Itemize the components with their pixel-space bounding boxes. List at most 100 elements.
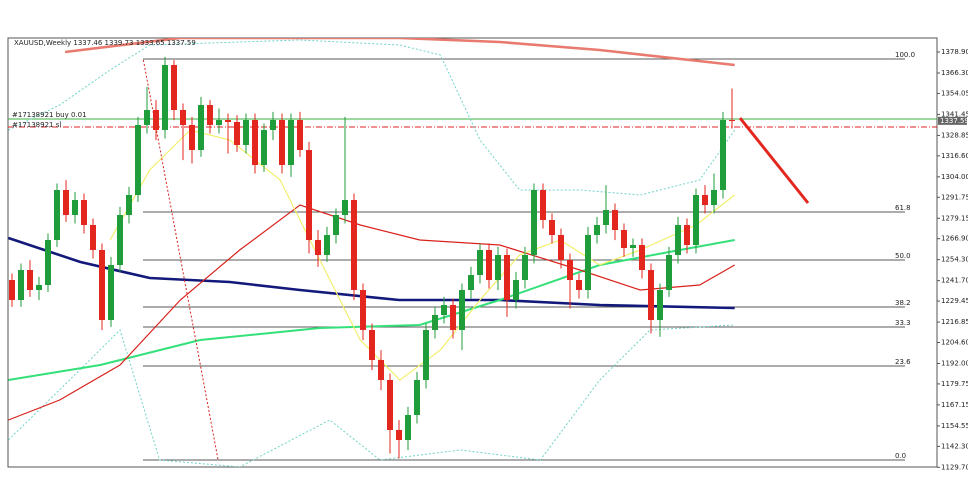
candle-body [270,120,276,130]
candle-body [54,190,60,240]
fib-label: 33.3 [895,319,911,327]
candle-body [81,200,87,225]
candle-body [153,110,159,130]
candle-body [36,285,42,290]
candle-body [639,245,645,270]
candle-body [405,415,411,440]
candle-body [198,105,204,150]
candle-body [126,195,132,215]
candle-body [216,120,222,125]
candle-body [486,250,492,280]
moving-average [8,204,735,421]
candle-body [585,235,591,290]
candle-body [549,220,555,235]
candle-body [504,255,510,300]
candle-body [558,235,564,260]
order-label: #17138921 sl [12,121,61,129]
candle-body [162,65,168,130]
candle-body [477,250,483,275]
y-tick-label: 1366.30 [941,69,968,77]
candle-body [63,190,69,215]
moving-average [8,324,735,467]
candle-body [45,240,51,285]
y-tick-label: 1204.60 [941,339,968,347]
candle-body [711,190,717,205]
y-tick-label: 1142.30 [941,442,968,450]
candle-body [468,275,474,290]
chart-title: XAUUSD,Weekly 1337.46 1339.73 1333.65 13… [14,39,196,47]
candle-body [450,305,456,330]
y-tick-label: 1328.85 [941,131,968,139]
candle-body [315,240,321,255]
candle-body [729,120,735,121]
candle-body [540,190,546,220]
candle-body [234,122,240,145]
candle-body [306,150,312,240]
candle-body [27,270,33,290]
moving-average [109,129,736,381]
candle-body [342,200,348,215]
candle-body [612,210,618,230]
candle-body [666,255,672,290]
y-tick-label: 1354.05 [941,89,968,97]
fib-label: 50.0 [895,252,911,260]
moving-average [8,239,735,381]
y-tick-label: 1266.90 [941,235,968,243]
candle-body [396,430,402,440]
candle-body [675,225,681,255]
candle-body [630,245,636,248]
candle-body [531,190,537,255]
y-tick-label: 1179.75 [941,380,968,388]
candle-body [180,110,186,125]
moving-average [8,39,736,196]
candle-body [567,260,573,280]
candle-body [72,200,78,215]
y-tick-label: 1341.45 [941,110,968,118]
candle-body [441,305,447,315]
y-tick-label: 1291.75 [941,193,968,201]
candle-body [9,280,15,300]
candle-body [225,120,231,122]
candle-body [207,105,213,125]
candle-body [297,120,303,150]
candle-body [18,270,24,300]
candle-body [621,230,627,248]
candle-body [279,120,285,165]
candle-body [378,360,384,380]
fib-label: 100.0 [895,51,915,59]
y-tick-label: 1167.15 [941,401,968,409]
y-tick-label: 1304.00 [941,173,968,181]
y-tick-label: 1154.55 [941,422,968,430]
candle-body [513,280,519,300]
candle-body [414,380,420,415]
candle-body [459,290,465,330]
candle-body [702,195,708,205]
candle-body [243,120,249,145]
price-tag [938,116,967,125]
candle-body [603,210,609,225]
y-tick-label: 1216.85 [941,318,968,326]
candle-body [117,215,123,265]
candle-body [720,120,726,190]
candle-body [432,315,438,330]
candle-body [252,120,258,165]
candle-body [261,130,267,165]
candle-body [423,330,429,380]
candle-body [387,380,393,430]
y-tick-label: 1279.15 [941,214,968,222]
candle-body [351,200,357,290]
fib-label: 38.2 [895,299,911,307]
plot-area [8,38,937,467]
moving-average [64,38,735,67]
candle-body [360,290,366,330]
y-tick-label: 1129.70 [941,463,968,471]
candle-body [594,225,600,235]
y-tick-label: 1192.00 [941,360,968,368]
candle-body [648,270,654,320]
candle-body [288,120,294,165]
y-tick-label: 1241.70 [941,277,968,285]
fib-label: 61.8 [895,204,911,212]
candle-body [171,65,177,110]
y-tick-label: 1378.90 [941,48,968,56]
